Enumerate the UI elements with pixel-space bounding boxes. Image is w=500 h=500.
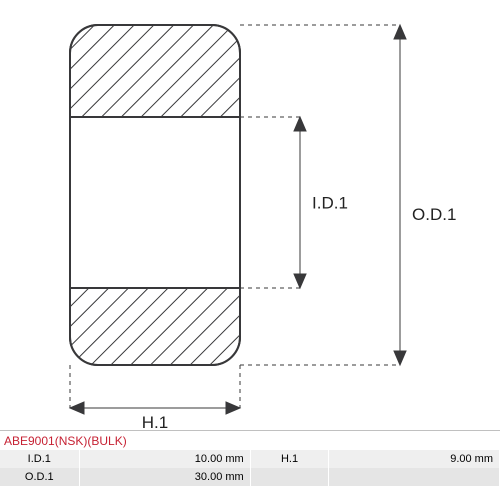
dimension-id-label: I.D.1 <box>312 194 348 213</box>
spec-value <box>329 468 500 486</box>
dimension-od <box>394 25 406 365</box>
diagram-svg: O.D.1 I.D.1 H.1 <box>0 0 500 430</box>
spec-value: 30.00 mm <box>79 468 250 486</box>
product-title: ABE9001(NSK)(BULK) <box>0 430 500 450</box>
spec-table: I.D.110.00 mmH.19.00 mmO.D.130.00 mm <box>0 450 500 486</box>
dimension-h-label: H.1 <box>142 413 168 430</box>
spec-key <box>250 468 329 486</box>
spec-row: O.D.130.00 mm <box>0 468 500 486</box>
spec-key: H.1 <box>250 450 329 468</box>
spec-value: 10.00 mm <box>79 450 250 468</box>
spec-key: O.D.1 <box>0 468 79 486</box>
spec-value: 9.00 mm <box>329 450 500 468</box>
bearing-cross-section-diagram: O.D.1 I.D.1 H.1 <box>0 0 500 430</box>
spec-key: I.D.1 <box>0 450 79 468</box>
hatch-top <box>70 25 240 117</box>
spec-row: I.D.110.00 mmH.19.00 mm <box>0 450 500 468</box>
dimension-od-label: O.D.1 <box>412 205 456 224</box>
hatch-bottom <box>70 288 240 365</box>
dimension-id <box>294 117 306 288</box>
